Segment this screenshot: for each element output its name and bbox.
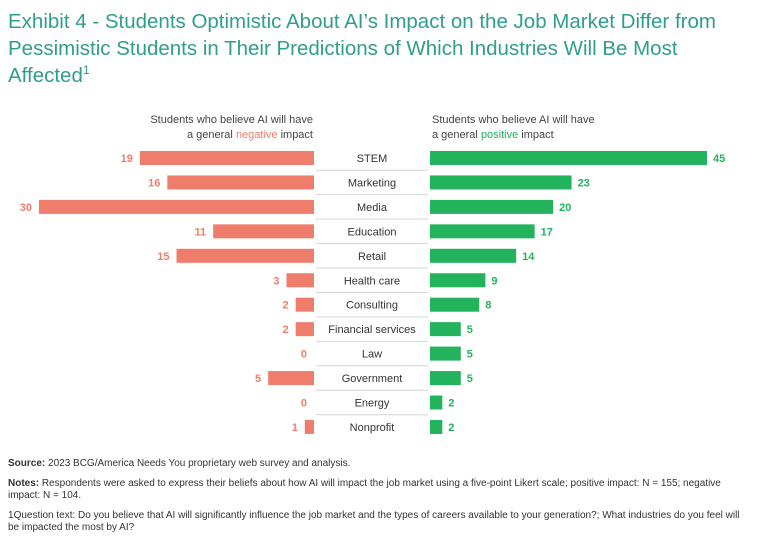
source-note: Source: 2023 BCG/America Needs You propr… [8,458,351,469]
negative-heading-line1: Students who believe AI will have [150,114,313,126]
negative-bar-stem [139,151,314,165]
negative-value-media: 30 [20,202,32,214]
negative-bar-health-care [286,273,314,288]
negative-value-education: 11 [195,226,207,238]
positive-bar-government [430,371,461,386]
negative-value-government: 5 [255,373,261,385]
positive-value-government: 5 [467,373,473,385]
negative-value-consulting: 2 [283,300,289,312]
negative-highlight: negative [235,129,278,141]
chart-title: Exhibit 4 - Students Optimistic About AI… [8,8,760,89]
negative-bar-marketing [167,175,314,190]
category-label-energy: Energy [355,398,390,410]
positive-bar-education [430,224,535,239]
negative-value-stem: 19 [121,153,133,165]
notes-block: Source: 2023 BCG/America Needs You propr… [8,458,753,542]
title-footnote-mark: 1 [82,63,90,78]
category-label-retail: Retail [358,251,386,263]
negative-heading-line2: a general negative impact [187,129,313,141]
positive-highlight: positive [480,129,519,141]
negative-bar-consulting [295,297,314,312]
positive-value-financial-services: 5 [467,324,473,336]
positive-series-heading: Students who believe AI will have a gene… [432,113,595,143]
positive-value-health-care: 9 [491,275,497,287]
category-label-marketing: Marketing [348,177,396,189]
category-label-media: Media [357,202,388,214]
negative-bar-nonprofit [304,419,314,434]
category-label-government: Government [342,373,403,385]
positive-value-media: 20 [559,202,571,214]
positive-value-education: 17 [541,226,553,238]
positive-heading-line1: Students who believe AI will have [432,114,595,126]
positive-bar-nonprofit [430,419,443,434]
positive-value-nonprofit: 2 [448,422,454,434]
negative-bar-retail [176,248,314,263]
negative-value-nonprofit: 1 [292,422,298,434]
category-label-law: Law [362,349,382,361]
negative-value-retail: 15 [157,251,169,263]
positive-value-law: 5 [467,349,473,361]
positive-value-retail: 14 [522,251,535,263]
positive-bar-health-care [430,273,486,288]
positive-bar-media [430,199,554,214]
negative-bar-education [213,224,314,239]
category-label-health-care: Health care [344,275,400,287]
positive-bar-retail [430,248,517,263]
category-label-education: Education [348,226,397,238]
negative-series-heading: Students who believe AI will have a gene… [150,113,313,143]
negative-value-energy: 0 [301,398,307,410]
negative-value-law: 0 [301,349,307,361]
positive-value-consulting: 8 [485,300,491,312]
footnote: 1Question text: Do you believe that AI w… [8,510,740,533]
category-label-stem: STEM [357,153,388,165]
negative-value-marketing: 16 [148,177,160,189]
category-label-financial-services: Financial services [328,324,416,336]
positive-bar-energy [430,395,443,410]
negative-bar-financial-services [295,322,314,337]
positive-bar-consulting [430,297,480,312]
category-label-consulting: Consulting [346,300,398,312]
positive-heading-line2: a general positive impact [432,129,554,141]
positive-value-stem: 45 [713,153,725,165]
negative-value-financial-services: 2 [283,324,289,336]
positive-value-marketing: 23 [578,177,590,189]
positive-bar-law [430,346,461,361]
negative-bar-government [268,371,314,386]
notes-note: Notes: Respondents were asked to express… [8,478,721,501]
positive-bar-financial-services [430,322,461,337]
chart-title-text: Exhibit 4 - Students Optimistic About AI… [8,10,716,87]
positive-value-energy: 2 [448,398,454,410]
negative-bar-media [39,199,314,214]
negative-value-health-care: 3 [273,275,279,287]
positive-bar-marketing [430,175,572,190]
category-label-nonprofit: Nonprofit [350,422,395,434]
positive-bar-stem [430,151,707,165]
